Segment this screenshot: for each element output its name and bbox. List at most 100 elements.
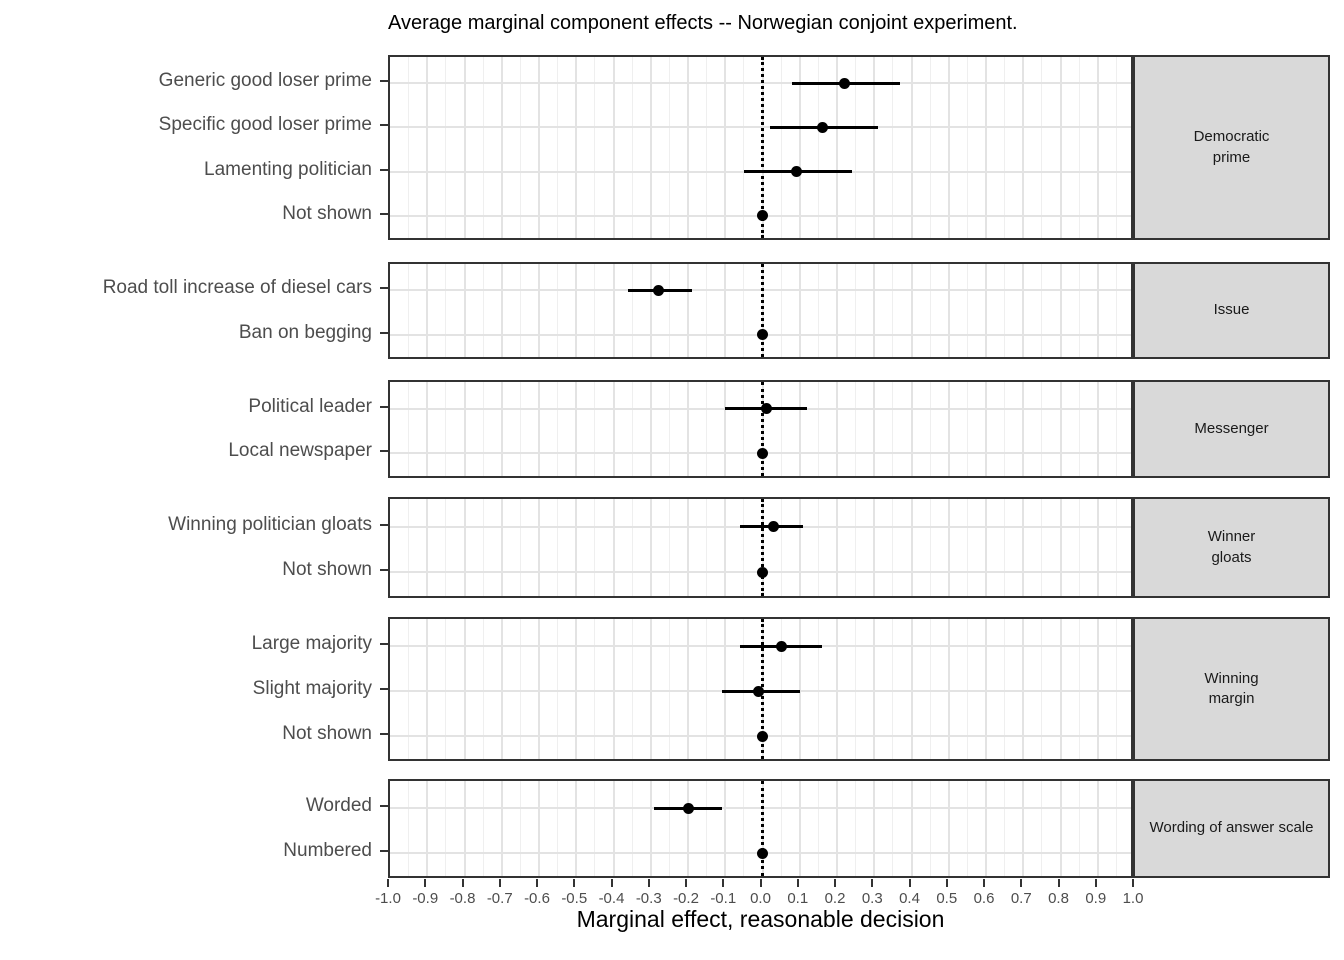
category-label: Worded [305,795,372,816]
grid-line-major [910,781,913,876]
x-axis-tick [983,879,985,887]
grid-line-minor [668,57,670,238]
grid-line-minor [892,781,894,876]
grid-line-major [612,781,615,876]
x-axis-tick [1057,879,1060,887]
grid-line-minor [668,499,670,596]
grid-line-minor [855,499,857,596]
grid-line-major [612,499,615,596]
category-label: Winning politician gloats [168,513,372,535]
grid-line-minor [966,499,968,596]
grid-line-minor [408,619,410,759]
grid-line-major [873,264,876,357]
grid-line-major [1059,781,1062,876]
grid-line-major [426,57,429,238]
grid-line-major [836,619,838,759]
grid-line-major [463,499,466,596]
y-axis-tick [380,688,388,690]
category-label: Large majority [251,633,372,654]
grid-line-minor [1041,264,1043,357]
x-axis-tick [908,879,911,887]
grid-line-minor [706,382,708,476]
grid-line-minor [1004,382,1006,476]
y-axis-tick [380,569,388,572]
x-axis-tick [685,879,687,887]
facet-strip: Wording of answer scale [1133,779,1330,878]
grid-line-major [724,781,727,876]
grid-line-major [985,57,987,238]
grid-line-major [575,781,578,876]
category-label: Generic good loser prime [158,70,372,92]
chart-title: Average marginal component effects -- No… [388,12,1018,34]
grid-line-major [1059,382,1062,476]
grid-line-major [1059,264,1062,357]
grid-line-minor [557,499,559,596]
grid-line-minor [668,382,670,476]
grid-line-minor [817,781,819,876]
grid-line-major [500,499,503,596]
grid-line-minor [1115,57,1117,238]
category-label: Local newspaper [228,440,372,462]
grid-line-minor [780,57,782,238]
grid-line-minor [1041,781,1043,876]
grid-line-major [575,264,578,357]
x-tick-label: 0.0 [750,890,771,907]
grid-line-major [687,382,689,476]
grid-line-major [724,57,727,238]
grid-line-minor [594,264,596,357]
x-axis-tick [647,879,650,887]
grid-line-major [910,619,913,759]
y-axis-tick [380,212,388,215]
grid-line-major [1022,264,1025,357]
grid-line-minor [706,619,708,759]
category-label: Not shown [282,723,372,744]
grid-line-minor [743,382,745,476]
grid-line-major [985,781,987,876]
grid-line-major [873,382,876,476]
facet-strip: Issue [1133,262,1330,359]
grid-line-minor [631,264,633,357]
grid-line-minor [743,499,745,596]
grid-line-minor [631,499,633,596]
x-tick-label: 0.4 [899,890,920,907]
grid-line-major [426,619,429,759]
grid-line-major [798,264,801,357]
grid-line-major [798,57,801,238]
grid-line-minor [1115,264,1117,357]
grid-line-major [687,619,689,759]
grid-line-major [910,57,913,238]
y-axis-tick [380,405,388,408]
facet-panel [388,55,1133,240]
grid-line-minor [855,619,857,759]
grid-line-major [575,382,578,476]
grid-line-minor [892,619,894,759]
grid-line-major [985,619,987,759]
grid-line-major [947,57,950,238]
grid-line-minor [1041,57,1043,238]
x-axis-tick [498,879,501,887]
grid-line-minor [892,382,894,476]
grid-line-row [390,807,1131,809]
grid-line-minor [1078,382,1080,476]
category-label: Specific good loser prime [158,114,372,136]
x-tick-label: 0.1 [787,890,809,907]
grid-line-major [947,781,950,876]
grid-line-minor [1078,619,1080,759]
grid-line-major [463,781,466,876]
grid-line-minor [408,382,410,476]
x-tick-label: 0.5 [936,890,958,907]
x-tick-label: 0.2 [824,890,846,907]
data-point [757,210,768,222]
grid-line-major [873,57,876,238]
grid-line-minor [929,382,931,476]
grid-line-major [538,264,540,357]
x-tick-label: -0.2 [673,890,699,907]
grid-line-row [390,126,1131,129]
grid-line-minor [408,499,410,596]
grid-line-major [873,781,876,876]
grid-line-minor [519,382,521,476]
grid-line-minor [408,781,410,876]
category-label: Road toll increase of diesel cars [102,277,372,299]
grid-line-minor [557,264,559,357]
